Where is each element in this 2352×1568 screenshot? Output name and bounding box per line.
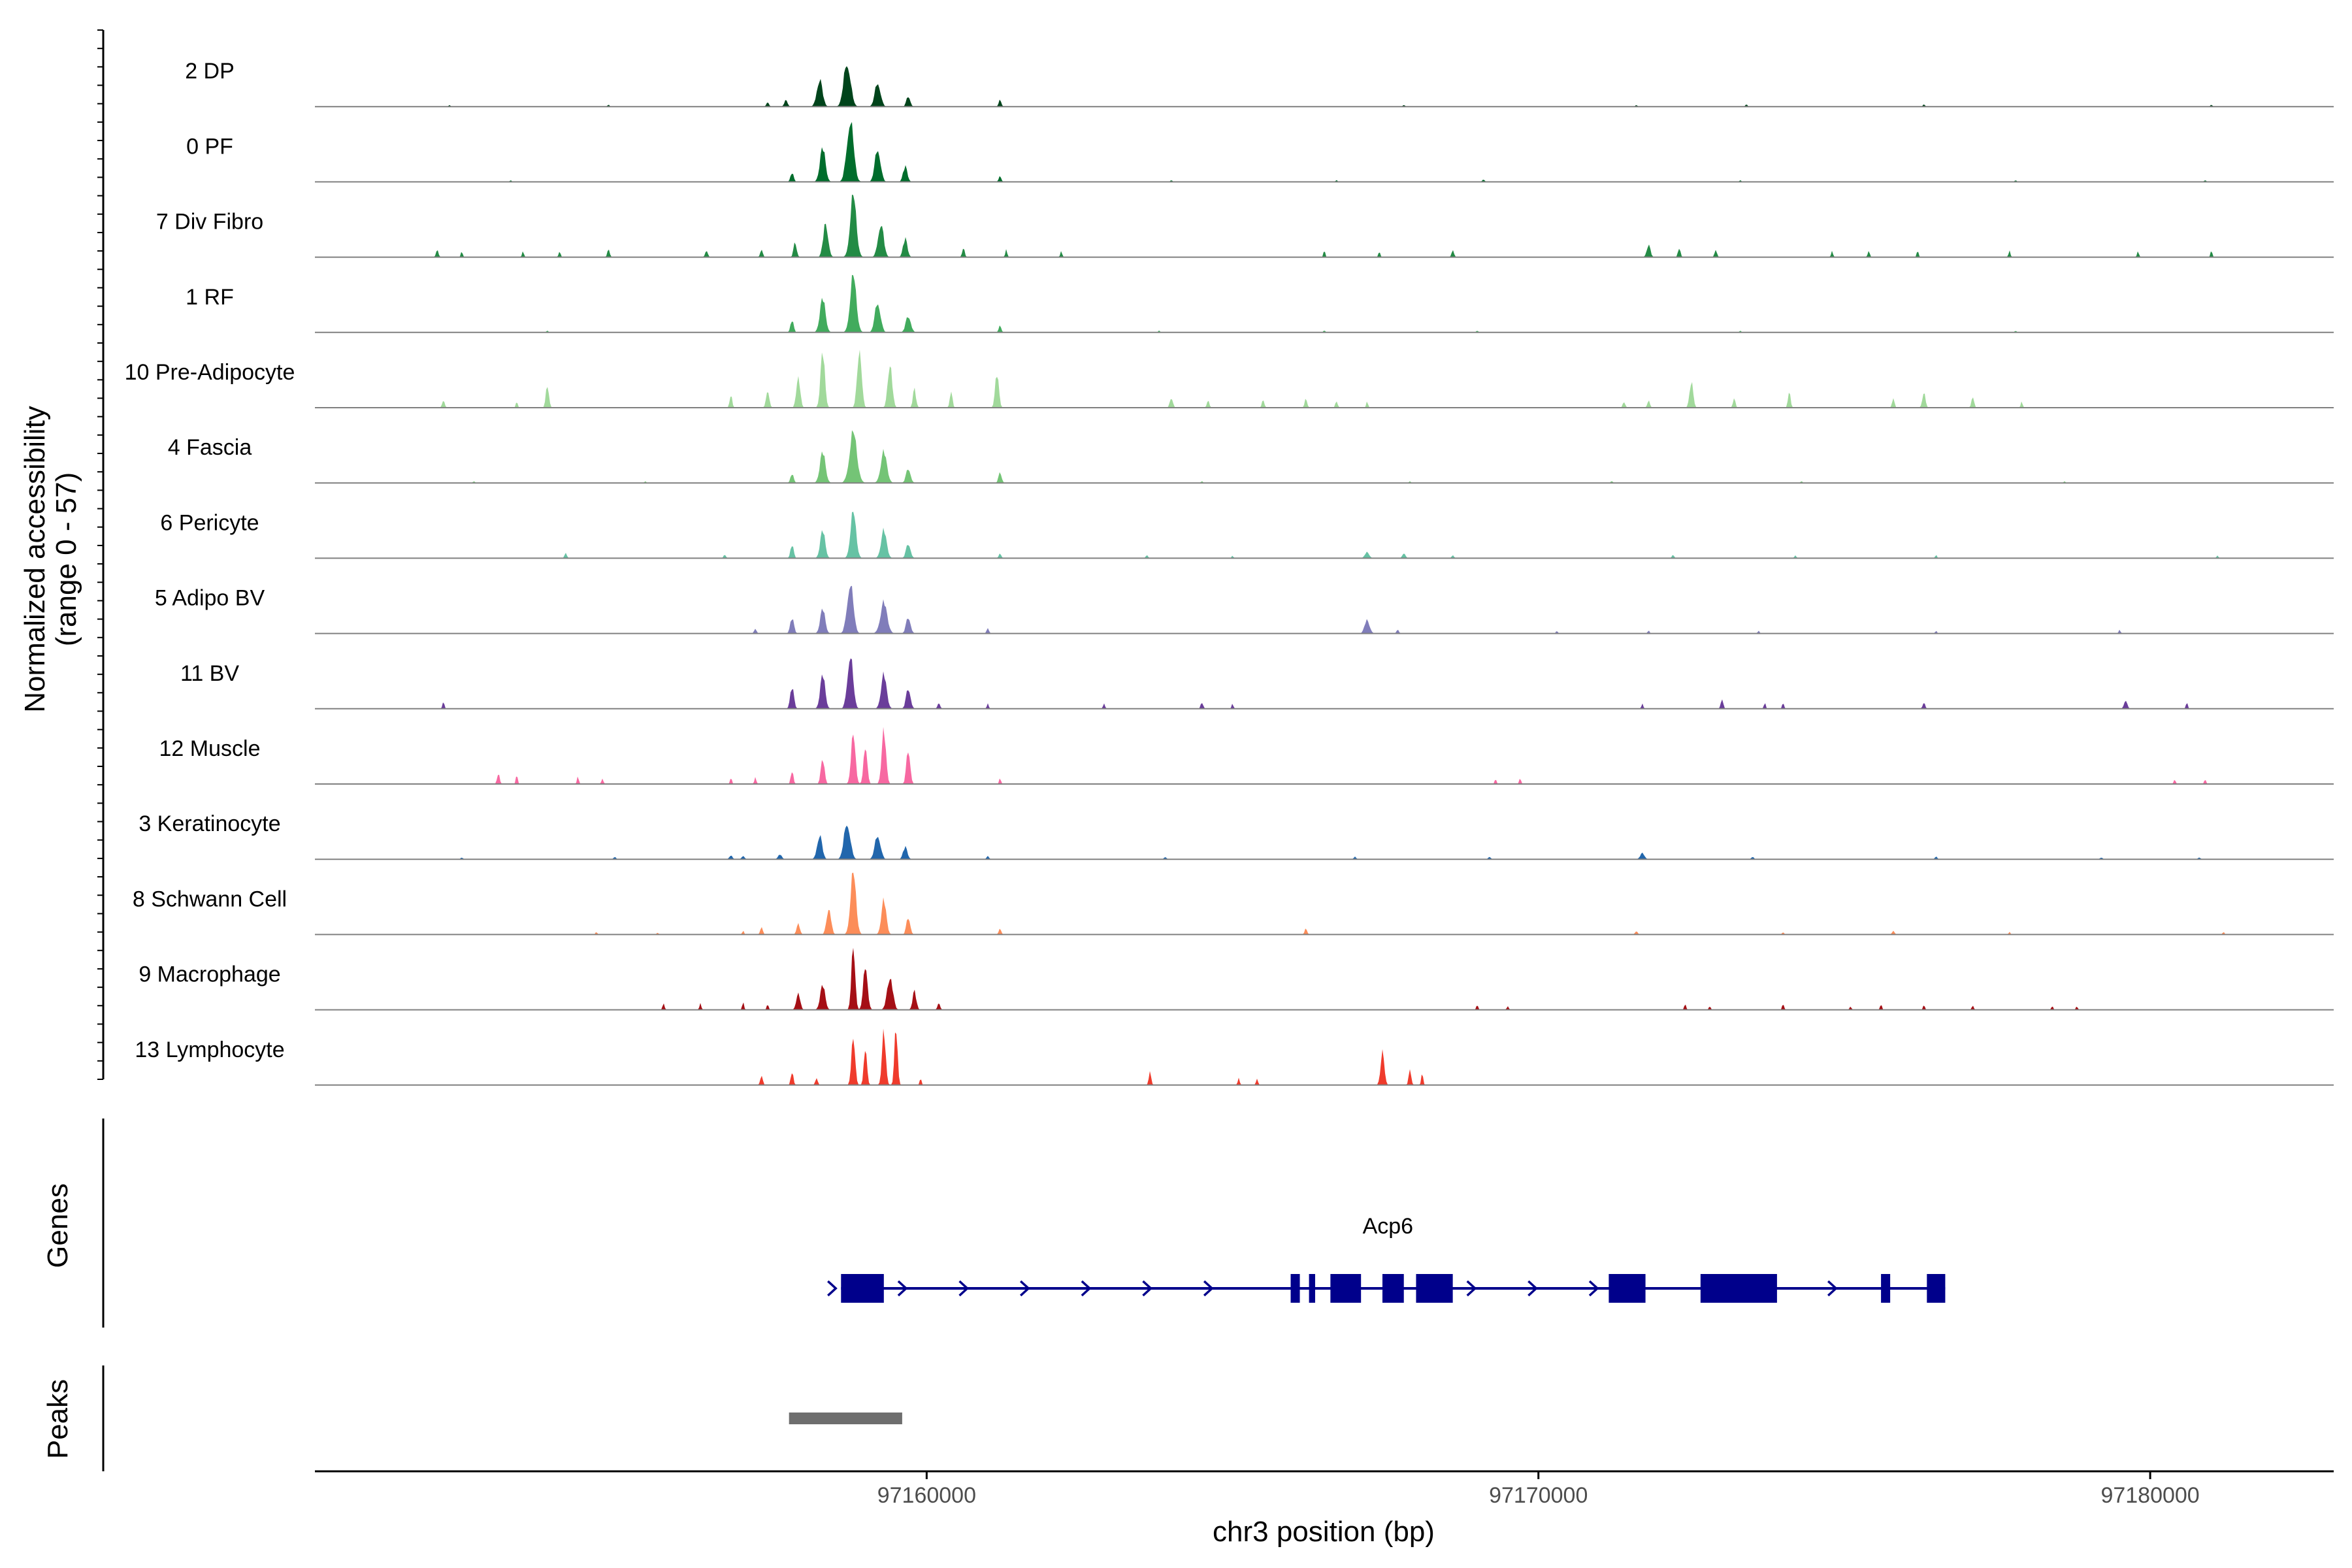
track-11: 3 Keratinocyte (139, 811, 2334, 860)
tracks-panel: 2 DP 0 PF 7 Div Fibro 1 RF 10 Pre-Adipocyte 4… (125, 59, 2334, 1086)
gene-exon (1290, 1274, 1300, 1303)
track-7: 6 Pericyte (160, 510, 2334, 559)
x-tick-label: 97160000 (877, 1483, 976, 1508)
track-label: 0 PF (186, 134, 233, 159)
track-label: 7 Div Fibro (156, 210, 263, 235)
track-9: 11 BV (180, 658, 2334, 710)
gene-name-label: Acp6 (1363, 1214, 1414, 1239)
peaks-panel: Peaks (42, 1365, 902, 1471)
x-axis-title: chr3 position (bp) (1213, 1516, 1435, 1548)
strand-arrow (1466, 1280, 1477, 1297)
coverage-area (315, 658, 2334, 709)
strand-arrow (958, 1280, 970, 1297)
coverage-area (315, 947, 2334, 1010)
strand-arrow (1203, 1280, 1214, 1297)
track-label: 11 BV (180, 661, 239, 686)
track-label: 9 Macrophage (139, 962, 280, 987)
track-4: 1 RF (186, 274, 2334, 333)
coverage-area (315, 1028, 2334, 1085)
coverage-area (315, 274, 2334, 333)
y-axis-title-line1: Normalized accessibility (19, 406, 51, 712)
x-axis: chr3 position (bp) 97160000 97170000 97180… (315, 1470, 2334, 1548)
gene-exon (1382, 1274, 1404, 1303)
gene-exon (1309, 1274, 1315, 1303)
gene-exon (1330, 1274, 1362, 1303)
track-label: 12 Muscle (159, 736, 261, 761)
track-3: 7 Div Fibro (156, 194, 2334, 258)
coverage-area (315, 872, 2334, 935)
gene-exon (1927, 1274, 1946, 1303)
track-label: 13 Lymphocyte (135, 1037, 284, 1062)
track-label: 10 Pre-Adipocyte (125, 360, 295, 385)
coverage-area (315, 585, 2334, 634)
coverage-area (315, 194, 2334, 257)
track-14: 13 Lymphocyte (135, 1028, 2334, 1086)
track-2: 0 PF (186, 122, 2334, 183)
strand-arrow (897, 1280, 908, 1297)
genes-panel-label: Genes (42, 1183, 74, 1268)
track-label: 3 Keratinocyte (139, 811, 280, 836)
track-label: 4 Fascia (168, 435, 252, 460)
gene-exon (1609, 1274, 1646, 1303)
y-axis-title-line2: (range 0 - 57) (50, 472, 82, 647)
track-6: 4 Fascia (168, 430, 2334, 484)
strand-arrow (1142, 1280, 1153, 1297)
coverage-area (315, 350, 2334, 408)
coverage-area (315, 512, 2334, 559)
track-8: 5 Adipo BV (155, 585, 2334, 634)
gene-exon (1700, 1274, 1777, 1303)
track-13: 9 Macrophage (139, 947, 2334, 1011)
strand-arrow (1527, 1280, 1538, 1297)
strand-arrow (827, 1280, 838, 1297)
genes-panel: Genes Acp6 (42, 1119, 1946, 1328)
gene-exon (1881, 1274, 1891, 1303)
strand-arrow (1827, 1280, 1838, 1297)
peak-region (789, 1413, 902, 1424)
track-label: 6 Pericyte (160, 510, 259, 535)
coverage-area (315, 825, 2334, 860)
x-tick-label: 97180000 (2100, 1483, 2199, 1508)
track-10: 12 Muscle (159, 727, 2334, 785)
coverage-area (315, 66, 2334, 107)
track-label: 5 Adipo BV (155, 586, 265, 611)
track-1: 2 DP (185, 59, 2334, 108)
track-label: 8 Schwann Cell (133, 887, 287, 911)
coverage-area (315, 122, 2334, 182)
gene-exon (841, 1274, 884, 1303)
x-tick-label: 97170000 (1489, 1483, 1588, 1508)
track-label: 1 RF (186, 285, 234, 310)
gene-exon (1416, 1274, 1453, 1303)
track-label: 2 DP (185, 59, 235, 84)
track-5: 10 Pre-Adipocyte (125, 350, 2334, 408)
track-12: 8 Schwann Cell (133, 872, 2334, 936)
strand-arrow (1081, 1280, 1092, 1297)
coverage-area (315, 430, 2334, 483)
strand-arrow (1019, 1280, 1030, 1297)
coverage-y-axis: Normalized accessibility (range 0 - 57) (19, 29, 105, 1080)
strand-arrow (1588, 1280, 1599, 1297)
coverage-area (315, 727, 2334, 784)
peaks-panel-label: Peaks (42, 1379, 74, 1459)
